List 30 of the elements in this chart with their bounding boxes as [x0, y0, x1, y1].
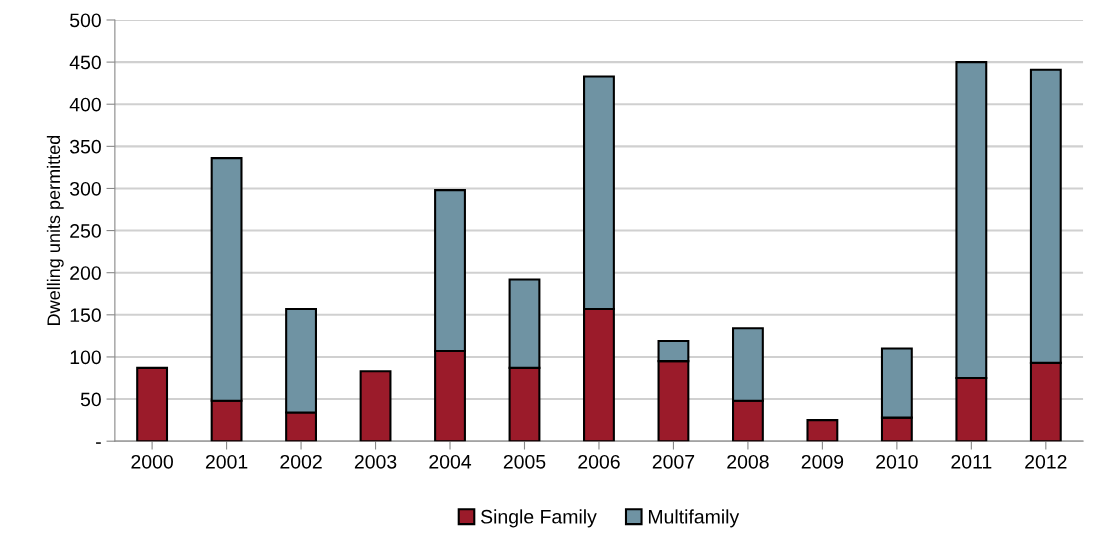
y-tick-label: 100	[70, 350, 101, 365]
y-tick-label: 500	[70, 13, 101, 28]
bar	[136, 366, 169, 442]
x-tick-label: 2007	[652, 454, 695, 469]
y-tick-label: 400	[69, 97, 101, 112]
x-tick-label: 2008	[727, 454, 769, 469]
bar	[359, 370, 392, 442]
legend-label: Multifamily	[648, 509, 740, 528]
y-tick-label: 350	[69, 139, 101, 154]
x-tick-label: 2009	[801, 454, 844, 469]
bar	[806, 419, 839, 442]
y-tick-label: 300	[69, 181, 101, 196]
y-tick-label: 200	[70, 266, 101, 280]
y-tick-label: -	[96, 442, 101, 444]
x-tick-label: 2000	[131, 454, 173, 469]
x-tick-label: 2011	[951, 454, 992, 469]
y-tick-label: 450	[69, 55, 101, 70]
legend-label: Single Family	[481, 509, 597, 528]
x-tick-label: 2002	[280, 454, 322, 469]
x-tick-label: 2012	[1025, 454, 1067, 469]
y-axis-title: Dwelling units permitted	[46, 135, 64, 325]
x-tick-label: 2004	[429, 454, 472, 469]
x-tick-label: 2006	[578, 454, 620, 469]
x-tick-label: 2005	[503, 454, 546, 469]
x-tick-label: 2003	[354, 454, 397, 469]
y-tick-label: 150	[70, 308, 101, 323]
x-tick-label: 2001	[205, 454, 248, 469]
y-tick-label: 50	[80, 392, 101, 407]
x-tick-label: 2010	[876, 454, 918, 469]
y-tick-label: 250	[70, 224, 101, 238]
